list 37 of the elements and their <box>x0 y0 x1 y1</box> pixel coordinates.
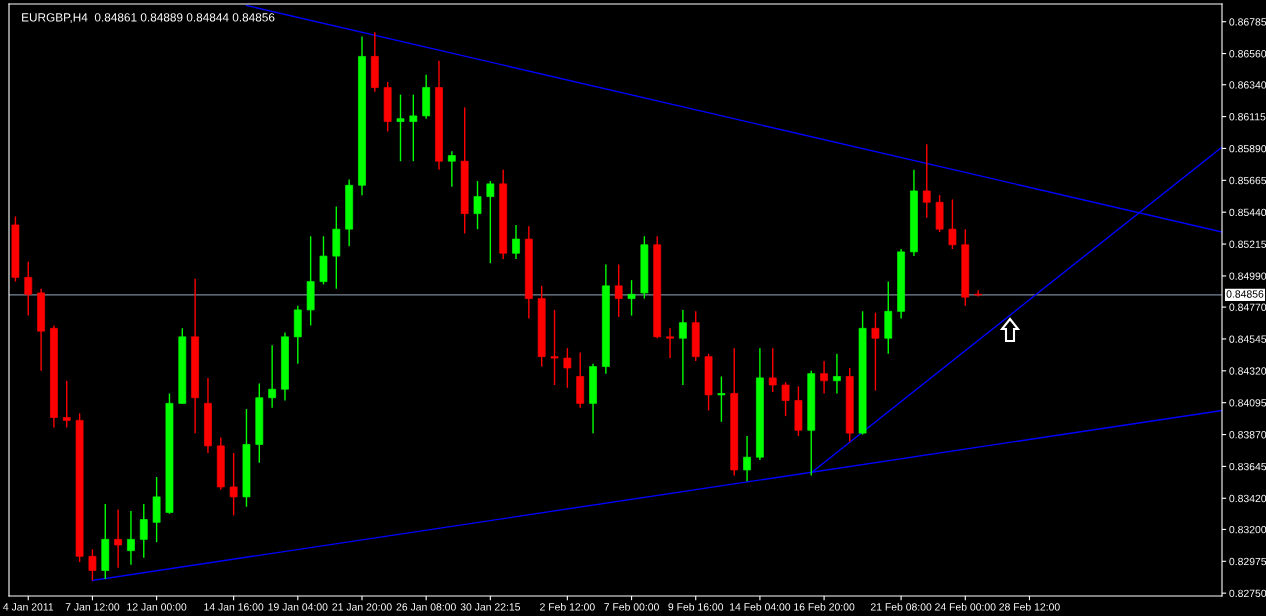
y-tick-label: 0.83200 <box>1229 525 1266 534</box>
y-tick-label: 0.84990 <box>1229 272 1266 280</box>
x-tick-label: 30 Jan 22:15 <box>460 603 521 611</box>
y-tick-label: 0.85890 <box>1229 144 1266 153</box>
y-tick-label: 0.84320 <box>1229 367 1266 375</box>
y-tick-label: 0.82750 <box>1229 589 1266 598</box>
y-tick-label: 0.83420 <box>1229 494 1266 503</box>
y-tick-label: 0.83645 <box>1229 462 1266 471</box>
y-tick-label: 0.82975 <box>1229 557 1266 566</box>
text: EURGBP,H4 0.84861 0.84889 0.84844 0.84856 <box>22 13 275 23</box>
y-tick-label: 0.84545 <box>1229 335 1266 343</box>
x-tick-label: 26 Jan 08:00 <box>396 603 456 611</box>
x-tick-label: 4 Jan 2011 <box>3 603 54 611</box>
x-tick-label: 19 Jan 04:00 <box>268 603 328 611</box>
y-tick-label: 0.86115 <box>1229 113 1266 121</box>
y-tick-label: 0.85440 <box>1229 208 1266 217</box>
x-tick-label: 16 Feb 20:00 <box>794 602 855 611</box>
x-tick-label: 28 Feb 12:00 <box>999 602 1060 611</box>
x-tick-label: 2 Feb 12:00 <box>540 602 595 611</box>
y-tick-label: 0.84770 <box>1229 303 1266 311</box>
y-tick-label: 0.85215 <box>1229 240 1266 248</box>
y-tick-label: 0.85665 <box>1229 176 1266 185</box>
x-tick-label: 21 Feb 08:00 <box>870 602 932 611</box>
y-tick-label: 0.83870 <box>1229 431 1266 439</box>
y-tick-label: 0.86560 <box>1229 50 1266 58</box>
y-tick-label: 0.86785 <box>1229 18 1266 26</box>
y-tick-label: 0.84095 <box>1229 399 1266 407</box>
ref-line-label: 0.84856 <box>1226 290 1264 298</box>
x-tick-label: 12 Jan 00:00 <box>127 603 187 611</box>
y-tick-label: 0.86340 <box>1229 81 1266 89</box>
x-tick-label: 14 Jan 16:00 <box>204 603 264 611</box>
x-tick-label: 21 Jan 20:00 <box>332 603 392 611</box>
x-tick-label: 7 Feb 00:00 <box>604 602 659 611</box>
x-tick-label: 14 Feb 04:00 <box>730 602 791 611</box>
x-tick-label: 24 Feb 00:00 <box>935 602 996 611</box>
x-tick-label: 7 Jan 12:00 <box>65 603 120 611</box>
x-tick-label: 9 Feb 16:00 <box>668 602 724 611</box>
